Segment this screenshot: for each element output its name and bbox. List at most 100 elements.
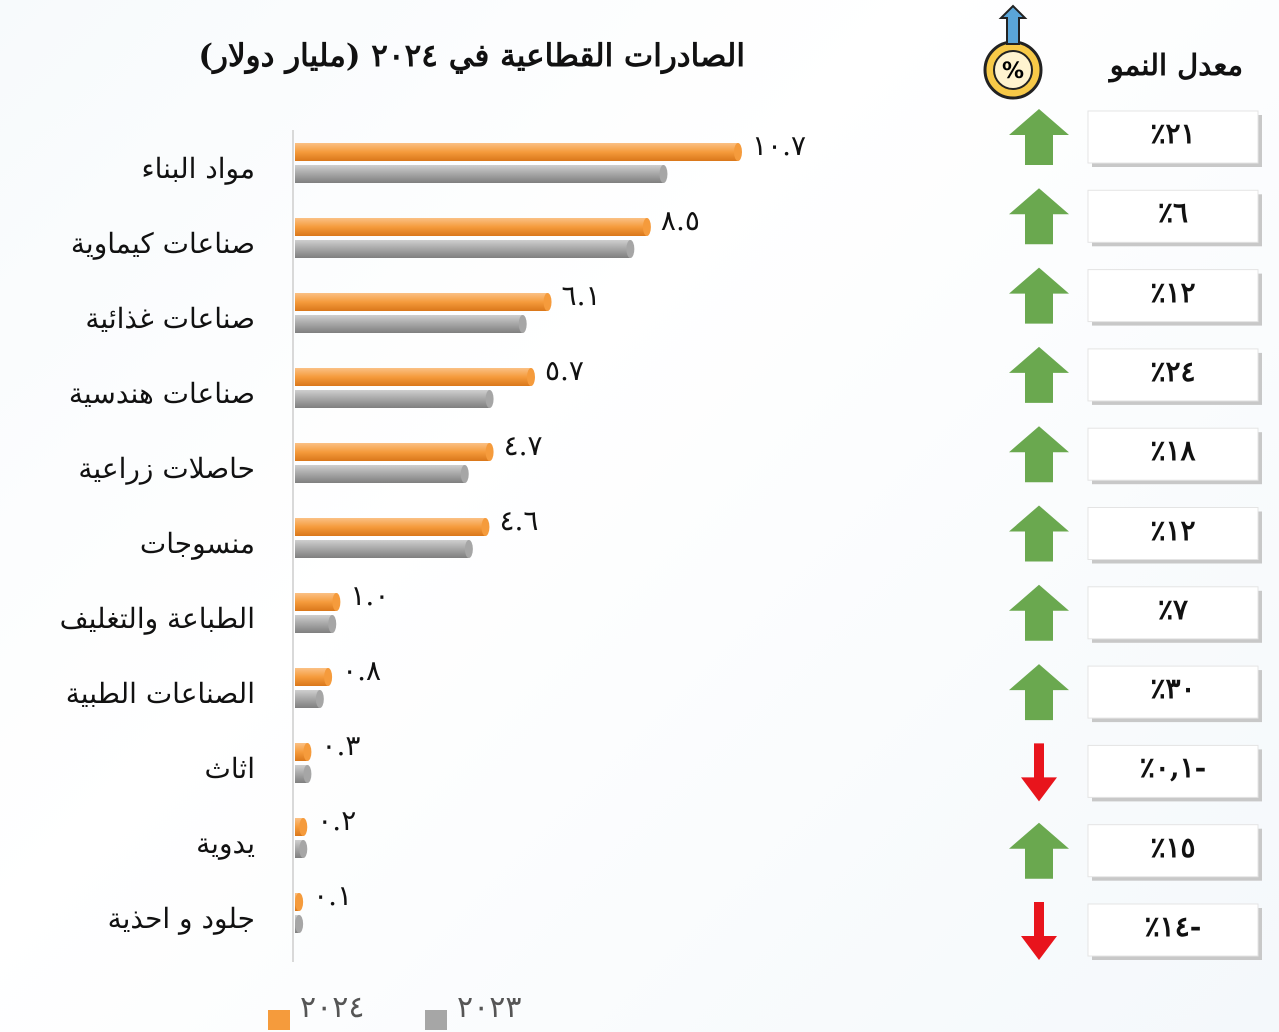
legend-label: ٢٠٢٤ [300,990,365,1025]
value-label: ٤.٧ [503,429,543,462]
value-label: ٠.٨ [342,654,382,687]
value-label: ١٠.٧ [752,129,807,162]
bar-cap [659,165,668,183]
value-label: ٦.١ [561,279,601,312]
bar [295,615,333,633]
value-label: ٨.٥ [660,204,700,237]
category-label: يدوية [196,827,255,860]
svg-text:%: % [1002,59,1024,84]
chart-title: الصادرات القطاعية في ٢٠٢٤ (مليار دولار) [198,38,745,74]
growth-label: ٪١٥ [1150,830,1196,864]
bar [295,465,465,483]
growth-label: ٪٦ [1157,196,1189,230]
growth-label: ٪٢١ [1150,117,1196,150]
value-label: ٠.٢ [317,804,357,837]
growth-arrow-up [1009,109,1069,165]
growth-arrow-up [1009,584,1069,641]
bar-cap [485,443,494,461]
value-label: ٤.٦ [499,504,539,537]
bar-cap [543,293,552,311]
bar [295,443,490,461]
bar [295,840,304,858]
bar [295,368,531,386]
value-label: ٥.٧ [544,354,584,387]
growth-arrow-up [1009,346,1069,403]
growth-label: ٪٣٠ [1150,672,1196,706]
growth-box [1087,903,1259,957]
growth-box [1087,348,1259,402]
bar [295,540,469,558]
growth-arrow-down [1021,902,1057,960]
growth-arrow-up [1009,267,1069,324]
bar [295,143,738,161]
growth-arrow-up [1009,822,1069,879]
growth-label: ٪٧ [1157,592,1189,626]
bar [295,690,320,708]
bar-cap [460,465,469,483]
growth-label: ٪٢٤ [1150,354,1196,388]
growth-label: ٪٠,١- [1139,751,1207,785]
bar-cap [626,240,635,258]
bar-cap [642,218,651,236]
category-label: الصناعات الطبية [65,677,255,710]
growth-arrow-up [1009,426,1069,483]
growth-box [1087,586,1259,640]
legend-swatch [268,1010,290,1030]
bar-cap [303,765,312,783]
bar [295,593,337,611]
bar-cap [295,915,304,933]
bar-cap [526,368,535,386]
bar [295,668,329,686]
growth-label: ٪١٢ [1150,275,1196,309]
category-label: منسوجات [139,527,255,560]
bar-cap [324,668,333,686]
growth-title: معدل النمو [1109,48,1243,82]
bar [295,390,490,408]
category-label: صناعات غذائية [85,302,255,335]
legend-swatch [425,1010,447,1030]
growth-label: ٪١٤- [1144,910,1202,943]
bar-cap [481,518,490,536]
bar [295,315,523,333]
category-label: جلود و احذية [107,902,255,935]
growth-box [1087,744,1259,798]
growth-arrow-down [1021,743,1057,802]
growth-box [1087,824,1259,878]
bar [295,518,486,536]
category-label: حاصلات زراعية [78,452,255,485]
growth-box [1087,507,1259,560]
bar-cap [734,143,742,161]
bar [295,240,631,258]
bar-cap [299,840,308,858]
bar-cap [315,690,324,708]
category-label: صناعات كيماوية [70,227,255,260]
growth-box [1087,269,1259,323]
growth-box [1087,427,1259,481]
growth-arrow-up [1009,188,1069,245]
value-label: ١.٠ [350,579,390,612]
bar [295,293,548,311]
bar [295,818,304,836]
bar-cap [464,540,473,558]
growth-box [1087,665,1259,719]
legend-label: ٢٠٢٣ [457,990,522,1025]
growth-arrow-up [1009,664,1069,721]
category-label: مواد البناء [141,152,255,185]
growth-box [1087,110,1259,164]
growth-label: ٪١٢ [1150,513,1196,547]
bar-cap [299,818,308,836]
bar-cap [485,390,494,408]
bar-cap [518,315,527,333]
growth-label: ٪١٨ [1150,434,1196,468]
growth-box [1087,189,1259,243]
growth-arrow-up [1009,505,1069,562]
value-label: ٠.٣ [321,729,361,762]
bar-cap [295,893,304,911]
bar-cap [303,743,312,761]
value-label: ٠.١ [313,879,353,912]
category-label: الطباعة والتغليف [59,602,255,635]
bar-cap [332,593,341,611]
category-label: اثاث [204,752,255,785]
